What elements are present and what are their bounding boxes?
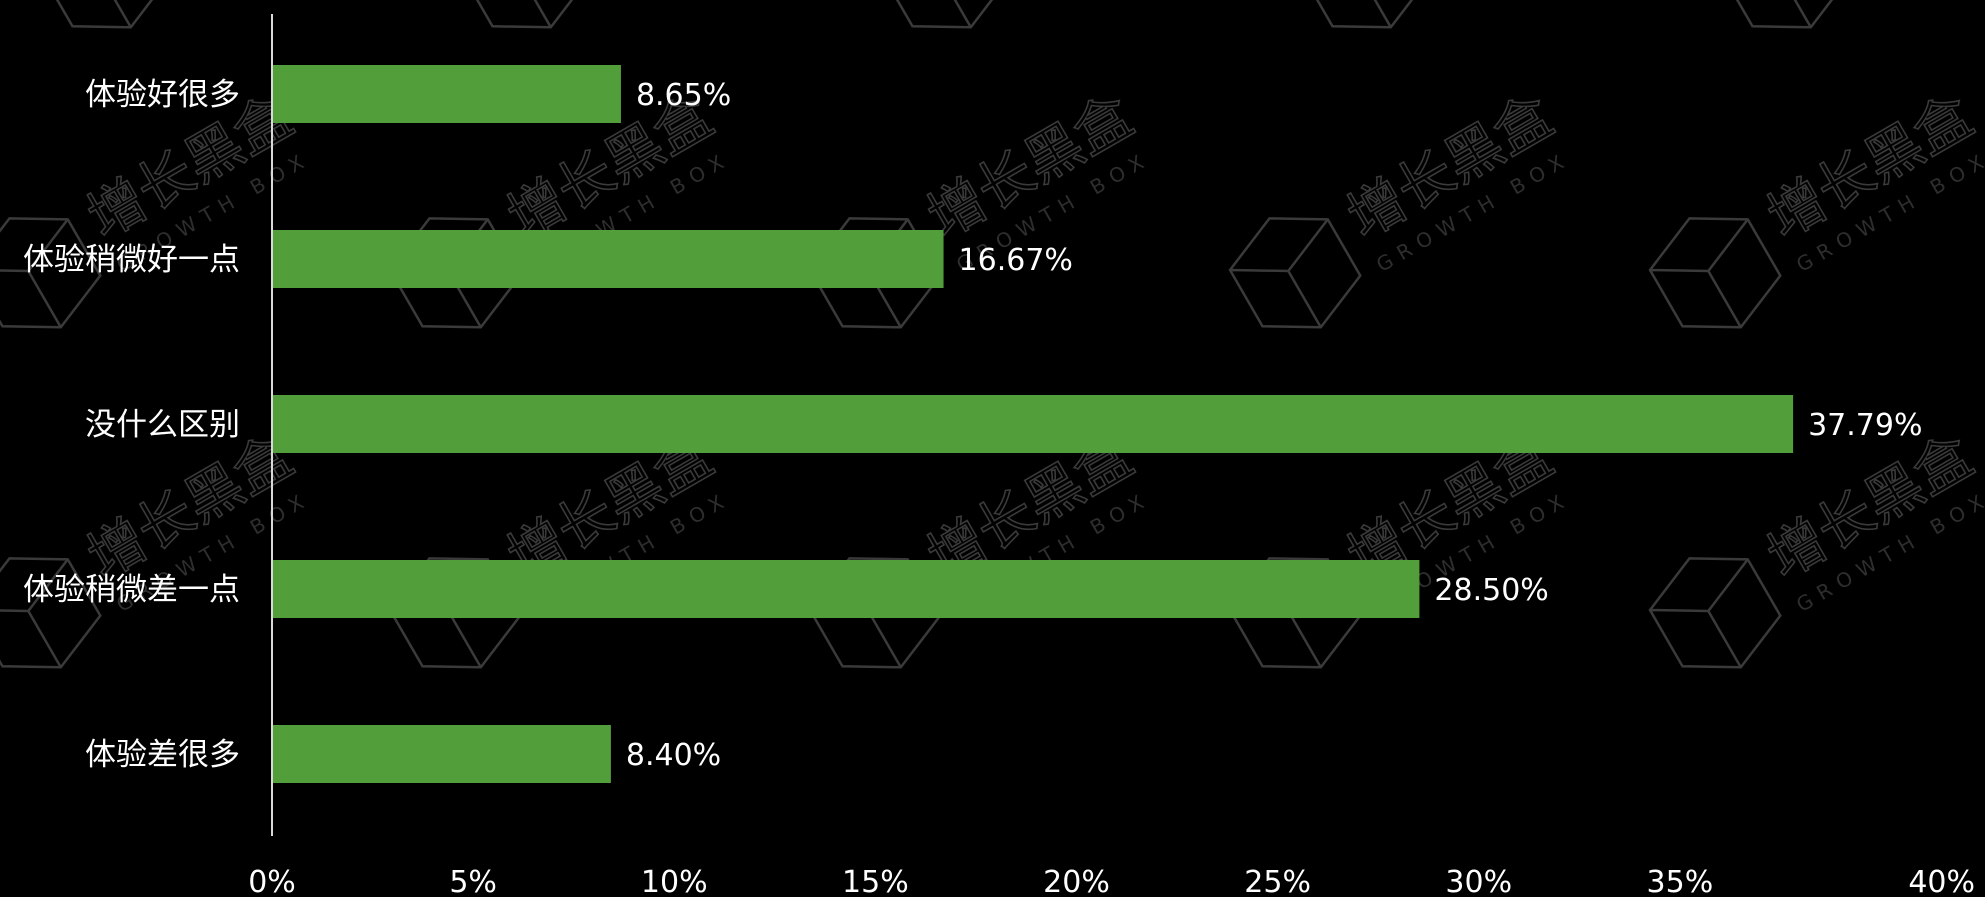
x-tick-label: 25% bbox=[1244, 865, 1311, 897]
value-label: 37.79% bbox=[1808, 408, 1922, 443]
box-logo-icon bbox=[1228, 217, 1362, 329]
value-label: 28.50% bbox=[1434, 573, 1548, 608]
box-logo-icon bbox=[38, 0, 172, 29]
bar bbox=[273, 230, 944, 288]
category-label: 体验稍微好一点 bbox=[23, 242, 240, 278]
value-label: 16.67% bbox=[959, 243, 1073, 278]
bar bbox=[273, 560, 1420, 618]
x-tick-label: 40% bbox=[1908, 865, 1975, 897]
x-axis-tick-labels: 0% 5% 10% 15% 20% 25% 30% 35% 40% bbox=[248, 865, 1975, 897]
box-logo-icon bbox=[1648, 557, 1782, 669]
category-label: 体验稍微差一点 bbox=[23, 572, 240, 608]
x-tick-label: 20% bbox=[1043, 865, 1110, 897]
category-label: 没什么区别 bbox=[85, 407, 240, 443]
box-logo-icon bbox=[458, 0, 592, 29]
category-label: 体验差很多 bbox=[85, 737, 240, 773]
bar bbox=[273, 395, 1794, 453]
x-tick-label: 10% bbox=[641, 865, 708, 897]
box-logo-icon bbox=[0, 217, 102, 329]
box-logo-icon bbox=[1648, 217, 1782, 329]
x-tick-label: 5% bbox=[449, 865, 497, 897]
x-tick-label: 30% bbox=[1445, 865, 1512, 897]
category-label: 体验好很多 bbox=[85, 77, 240, 113]
x-tick-label: 15% bbox=[842, 865, 909, 897]
bars-group bbox=[273, 65, 1794, 783]
value-labels: 8.65% 16.67% 37.79% 28.50% 8.40% bbox=[626, 78, 1923, 773]
bar bbox=[273, 65, 621, 123]
x-tick-label: 35% bbox=[1647, 865, 1714, 897]
value-label: 8.40% bbox=[626, 738, 721, 773]
value-label: 8.65% bbox=[636, 78, 731, 113]
x-tick-label: 0% bbox=[248, 865, 296, 897]
bar bbox=[273, 725, 611, 783]
box-logo-icon bbox=[0, 557, 102, 669]
box-logo-icon bbox=[878, 0, 1012, 29]
box-logo-icon bbox=[1298, 0, 1432, 29]
box-logo-icon bbox=[1718, 0, 1852, 29]
